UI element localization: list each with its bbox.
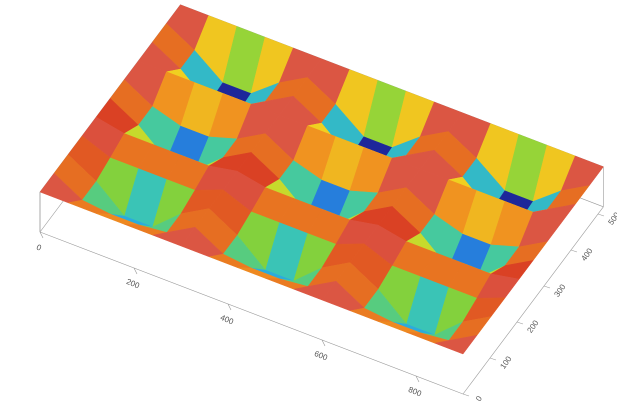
x-tick [39,231,44,239]
x-tick [321,339,326,347]
y-tick-label: 500 [606,210,617,227]
y-tick-label: 300 [552,282,567,299]
x-tick-label: 200 [125,277,141,291]
y-tick-label: 400 [579,246,594,263]
y-tick [516,321,524,325]
y-tick [462,393,470,397]
x-tick-label: 0 [35,243,43,253]
x-tick [227,303,232,311]
x-tick-label: 800 [407,385,423,399]
x-tick-label: 400 [219,313,235,327]
y-tick-label: 200 [525,318,540,335]
x-tick [133,267,138,275]
y-tick-label: 0 [474,394,484,403]
box-edge [462,206,604,395]
surface-cell [433,334,478,355]
y-tick [489,357,497,361]
y-tick-label: 100 [498,354,513,371]
y-tick [543,285,551,289]
box-edge [39,231,464,395]
y-tick [597,213,605,217]
y-tick [570,249,578,253]
x-tick-label: 600 [313,349,329,363]
x-tick [415,375,420,383]
